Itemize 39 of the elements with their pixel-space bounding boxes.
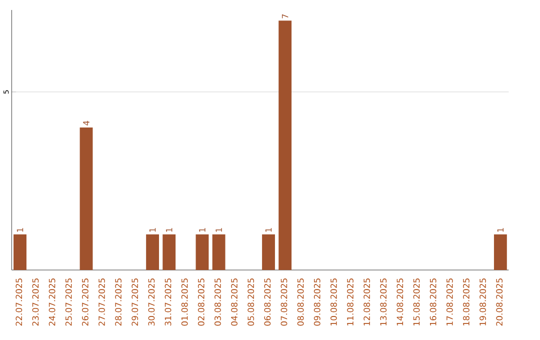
x-tick-label: 05.08.2025 bbox=[248, 278, 254, 326]
x-tick-label: 14.08.2025 bbox=[396, 278, 404, 326]
x-tick-label: 27.07.2025 bbox=[98, 278, 105, 326]
data-label: 1 bbox=[149, 228, 156, 232]
x-tick-label: 17.08.2025 bbox=[446, 278, 453, 326]
data-label: 1 bbox=[199, 228, 206, 232]
x-tick-label: 25.07.2025 bbox=[65, 278, 72, 326]
data-label: 1 bbox=[497, 228, 504, 232]
x-tick-label: 10.08.2025 bbox=[330, 278, 337, 326]
x-tick-label: 02.08.2025 bbox=[198, 278, 204, 326]
x-tick-label: 12.08.2025 bbox=[364, 278, 370, 326]
data-label: 1 bbox=[16, 228, 24, 232]
x-tick-label: 06.08.2025 bbox=[264, 278, 271, 326]
x-tick-label: 09.08.2025 bbox=[314, 278, 320, 326]
x-tick-label: 26.07.2025 bbox=[82, 278, 88, 326]
x-tick-label: 28.07.2025 bbox=[115, 278, 122, 326]
x-tick-label: 30.07.2025 bbox=[148, 278, 155, 326]
x-tick-label: 04.08.2025 bbox=[231, 278, 238, 326]
x-tick-label: 11.08.2025 bbox=[347, 278, 354, 326]
x-tick-label: 24.07.2025 bbox=[48, 278, 56, 326]
data-label: 4 bbox=[83, 120, 90, 126]
x-tick-label: 07.08.2025 bbox=[280, 278, 288, 326]
x-tick-label: 01.08.2025 bbox=[181, 278, 188, 326]
x-tick-label: 31.07.2025 bbox=[164, 278, 172, 326]
x-tick-label: 29.07.2025 bbox=[132, 278, 138, 326]
data-label: 1 bbox=[216, 228, 222, 232]
x-tick-label: 23.07.2025 bbox=[32, 278, 39, 326]
x-tick-label: 18.08.2025 bbox=[463, 278, 470, 326]
x-tick-label: 03.08.2025 bbox=[214, 278, 221, 326]
x-tick-label: 16.08.2025 bbox=[430, 278, 436, 326]
x-tick-label: 13.08.2025 bbox=[380, 278, 387, 326]
data-label: 1 bbox=[166, 228, 172, 232]
x-tick-label: 20.08.2025 bbox=[496, 278, 503, 326]
x-tick-label: 19.08.2025 bbox=[480, 278, 486, 326]
x-tick-label: 08.08.2025 bbox=[297, 278, 304, 326]
data-label: 1 bbox=[265, 228, 272, 232]
x-tick-label: 15.08.2025 bbox=[413, 278, 420, 326]
data-label: 7 bbox=[282, 14, 288, 18]
x-tick-label: 22.07.2025 bbox=[16, 278, 22, 326]
